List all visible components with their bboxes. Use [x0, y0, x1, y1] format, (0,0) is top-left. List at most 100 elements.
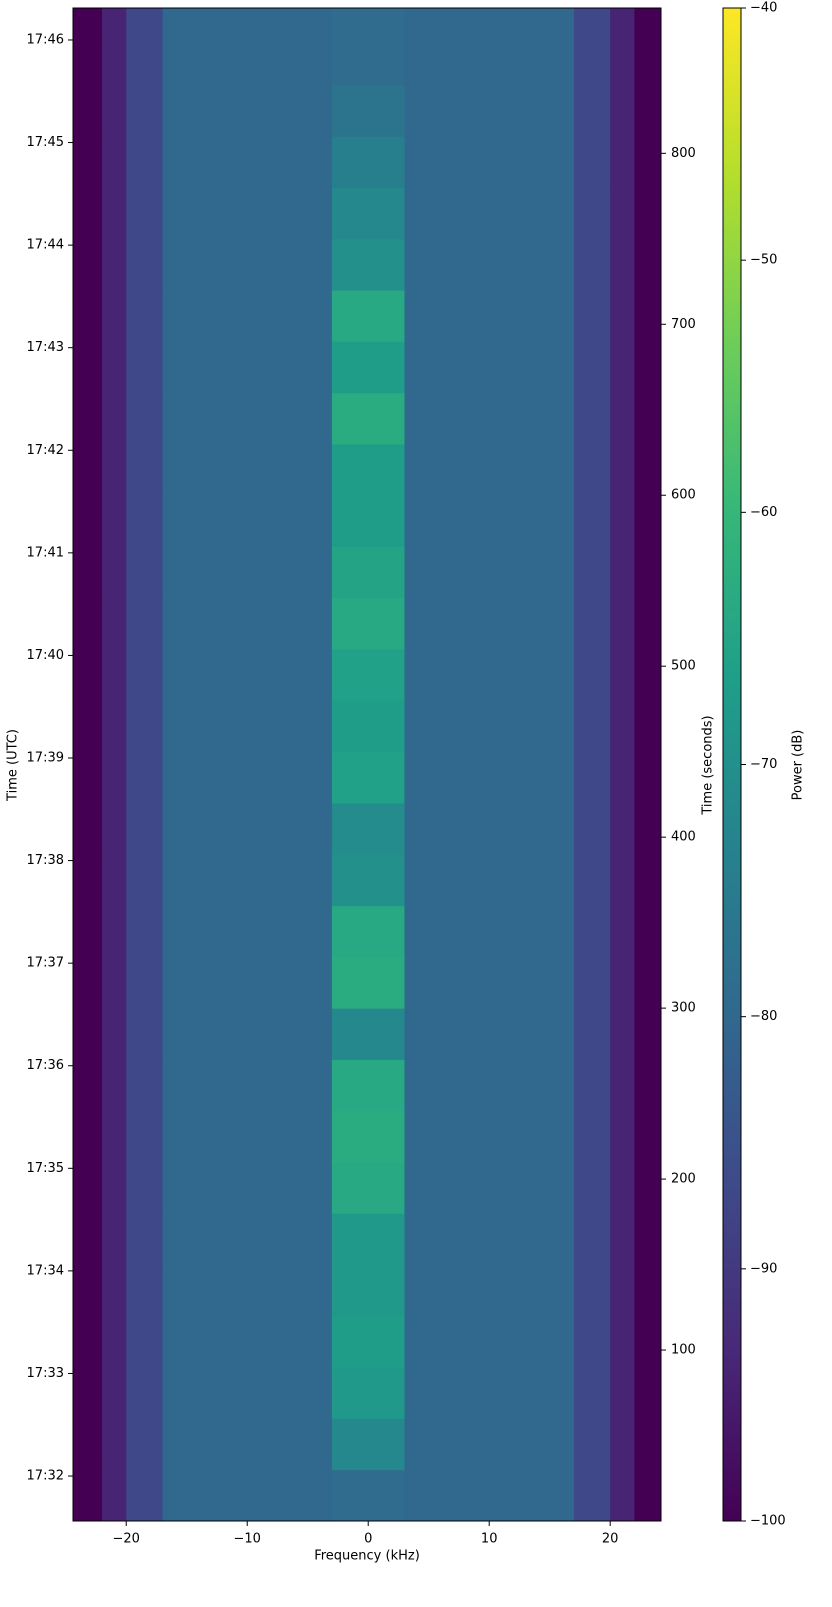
heatmap-cell: [162, 1213, 333, 1266]
heatmap-cell: [126, 1469, 164, 1521]
heatmap-cell: [331, 136, 406, 189]
heatmap-cell: [162, 905, 333, 958]
heatmap-cell: [573, 700, 611, 753]
heatmap-cell: [634, 1315, 661, 1368]
heatmap-cell: [573, 956, 611, 1009]
heatmap-cell: [331, 392, 406, 445]
y-tick-label: 17:36: [27, 1058, 64, 1073]
heatmap-cell: [126, 649, 164, 701]
heatmap-cell: [126, 700, 164, 753]
heatmap-cell: [102, 392, 127, 445]
heatmap-cell: [162, 341, 333, 394]
heatmap-cell: [404, 443, 575, 496]
heatmap-cell: [610, 546, 635, 599]
heatmap-cell: [331, 1008, 406, 1060]
heatmap-cell: [573, 495, 611, 548]
heatmap-cell: [331, 33, 406, 86]
heatmap-cell: [73, 1008, 103, 1060]
heatmap-cell: [610, 1367, 635, 1419]
heatmap-cell: [102, 1161, 127, 1214]
heatmap-cell: [331, 649, 406, 701]
heatmap-cell: [102, 84, 127, 137]
heatmap-cell: [102, 802, 127, 855]
heatmap-cell: [331, 802, 406, 855]
y-tick-label: 17:32: [27, 1469, 64, 1484]
heatmap-cell: [162, 1418, 333, 1471]
heatmap-cell: [73, 443, 103, 496]
heatmap-cell: [102, 8, 127, 35]
heatmap-cell: [610, 1161, 635, 1214]
y2-tick-label: 600: [671, 488, 696, 503]
x-tick-label: −10: [234, 1532, 261, 1547]
heatmap-cell: [126, 956, 164, 1009]
heatmap-cell: [331, 238, 406, 291]
heatmap-cell: [573, 238, 611, 291]
heatmap-cell: [162, 597, 333, 650]
heatmap-cell: [404, 1418, 575, 1471]
heatmap-cell: [162, 187, 333, 240]
heatmap-cell: [73, 1213, 103, 1266]
heatmap-cell: [126, 1264, 164, 1317]
heatmap-cell: [331, 751, 406, 804]
heatmap-cell: [102, 905, 127, 958]
heatmap-cell: [634, 1161, 661, 1214]
heatmap-cell: [331, 1264, 406, 1317]
colorbar-tick-label: −80: [750, 1009, 777, 1024]
heatmap-cell: [126, 443, 164, 496]
heatmap-cell: [162, 392, 333, 445]
y2-tick-label: 700: [671, 317, 696, 332]
heatmap-cell: [404, 956, 575, 1009]
heatmap-cell: [634, 649, 661, 701]
y2-tick-label: 300: [671, 1001, 696, 1016]
heatmap-cell: [126, 597, 164, 650]
heatmap-cell: [126, 802, 164, 855]
y2-tick-label: 200: [671, 1172, 696, 1187]
heatmap-cell: [573, 1161, 611, 1214]
heatmap-cell: [331, 1367, 406, 1419]
heatmap-cell: [102, 341, 127, 394]
heatmap-cell: [162, 700, 333, 753]
heatmap-cell: [331, 495, 406, 548]
heatmap-cell: [573, 1213, 611, 1266]
heatmap-cell: [331, 290, 406, 342]
heatmap-cell: [634, 1110, 661, 1163]
heatmap-cell: [331, 956, 406, 1009]
heatmap-cell: [73, 649, 103, 701]
heatmap-cell: [634, 341, 661, 394]
heatmap-cell: [634, 1008, 661, 1060]
heatmap-cell: [73, 1367, 103, 1419]
heatmap-cell: [634, 392, 661, 445]
y2-tick-label: 400: [671, 830, 696, 845]
heatmap-cell: [634, 546, 661, 599]
heatmap-cell: [73, 1315, 103, 1368]
heatmap-cell: [73, 1110, 103, 1163]
heatmap-cell: [634, 495, 661, 548]
heatmap-cell: [126, 546, 164, 599]
heatmap-cell: [73, 341, 103, 394]
heatmap-cell: [102, 1110, 127, 1163]
heatmap-cell: [573, 392, 611, 445]
heatmap-cell: [610, 341, 635, 394]
heatmap-cell: [404, 700, 575, 753]
heatmap-cell: [573, 136, 611, 189]
heatmap-cell: [634, 597, 661, 650]
heatmap-cell: [610, 443, 635, 496]
heatmap-cell: [102, 1315, 127, 1368]
heatmap-cell: [610, 495, 635, 548]
heatmap-cell: [331, 341, 406, 394]
heatmap-cell: [102, 751, 127, 804]
y-tick-label: 17:43: [27, 340, 64, 355]
colorbar-tick-label: −70: [750, 757, 777, 772]
heatmap-cell: [331, 187, 406, 240]
y-tick-label: 17:33: [27, 1366, 64, 1381]
heatmap-cell: [102, 956, 127, 1009]
heatmap-cell: [162, 1367, 333, 1419]
heatmap-cell: [404, 1264, 575, 1317]
heatmap-cell: [331, 700, 406, 753]
heatmap-cell: [610, 136, 635, 189]
heatmap-cell: [102, 649, 127, 701]
heatmap-cell: [634, 1264, 661, 1317]
heatmap-cell: [610, 1315, 635, 1368]
heatmap-cell: [73, 187, 103, 240]
heatmap-cell: [162, 84, 333, 137]
